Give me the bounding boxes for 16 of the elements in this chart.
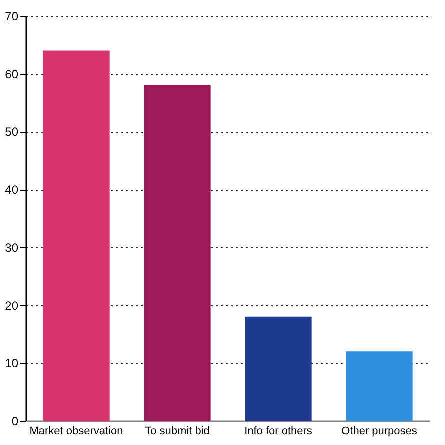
y-tick-label: 70 [5,10,19,24]
y-tick-label: 20 [5,298,19,313]
y-tick-label: 50 [5,125,19,140]
y-tick-label: 10 [5,356,19,371]
y-tick-label: 0 [12,414,19,428]
x-tick-label: To submit bid [145,426,210,438]
y-tick-label: 30 [5,240,19,255]
x-tick-label: Info for others [244,426,313,438]
bar [346,352,413,421]
x-tick-label: Other purposes [342,426,418,438]
bar [43,50,110,421]
y-tick-label: 40 [5,183,19,198]
x-tick-label: Market observation [30,426,124,438]
bar [245,316,312,421]
bar [144,85,211,421]
y-tick-label: 60 [5,67,19,82]
